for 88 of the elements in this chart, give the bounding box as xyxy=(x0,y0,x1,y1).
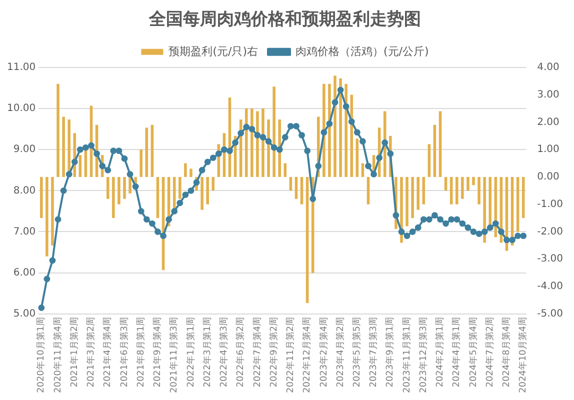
x-tick-label: 2021年6月第3周 xyxy=(118,316,130,388)
legend-label: 预期盈利(元/只)右 xyxy=(168,44,258,58)
bar xyxy=(422,176,426,204)
bar xyxy=(51,176,54,246)
bar xyxy=(212,176,215,191)
y2-tick-label: -3.00 xyxy=(537,254,563,265)
bar xyxy=(200,176,204,210)
y-tick-label: 9.00 xyxy=(13,144,36,156)
bar xyxy=(62,116,65,177)
bar xyxy=(306,176,309,303)
x-tick-label: 2022年9月第2周 xyxy=(268,316,280,388)
bar xyxy=(433,124,436,177)
x-tick-label: 2024年2月第1周 xyxy=(434,316,446,388)
bar xyxy=(450,176,453,204)
x-tick-label: 2024年8月第4周 xyxy=(501,316,512,388)
x-tick-label: 2022年1月第1周 xyxy=(185,316,196,388)
chart-title: 全国每周肉鸡价格和预期盈利走势图 xyxy=(148,10,421,30)
bar xyxy=(150,124,154,177)
y2-tick-label: -2.00 xyxy=(537,226,563,238)
bar xyxy=(428,144,431,177)
y2-tick-label: -4.00 xyxy=(537,281,563,292)
bar xyxy=(406,176,408,226)
bar xyxy=(140,150,142,177)
bar xyxy=(56,84,60,177)
x-tick-label: 2024年4月第1周 xyxy=(451,316,462,388)
y2-tick-label: 1.00 xyxy=(537,144,560,156)
y2-tick-label: -5.00 xyxy=(537,308,563,320)
bar xyxy=(112,176,115,218)
bar xyxy=(522,176,525,218)
x-tick-label: 2020年11月第4周 xyxy=(52,316,64,394)
bar xyxy=(190,168,192,177)
bar xyxy=(466,176,470,191)
bar xyxy=(106,176,110,199)
x-tick-label: 2020年10月第1周 xyxy=(36,316,47,394)
bar xyxy=(40,176,43,218)
bar xyxy=(206,176,209,204)
x-tick-label: 2024年7月第2周 xyxy=(484,316,496,388)
bar xyxy=(78,155,82,177)
x-tick-label: 2022年4月第3周 xyxy=(218,316,230,388)
bar xyxy=(46,176,48,256)
x-tick-label: 2021年3月第2周 xyxy=(86,316,97,388)
bar xyxy=(184,163,187,177)
x-tick-label: 2021年9月第4周 xyxy=(152,316,164,388)
bar xyxy=(300,176,304,204)
y2-tick-label: -1.00 xyxy=(537,198,563,210)
bar xyxy=(416,176,420,210)
x-tick-label: 2021年1月第2周 xyxy=(68,316,80,388)
y-tick-label: 10.00 xyxy=(6,103,36,114)
legend-label: 肉鸡价格（活鸡）(元/公斤) xyxy=(296,44,429,58)
y2-tick-label: 3.00 xyxy=(537,89,560,100)
bar xyxy=(472,176,475,186)
x-tick-label: 2023年4月第2周 xyxy=(334,316,346,388)
x-tick-label: 2021年8月第1周 xyxy=(135,316,146,388)
bar xyxy=(156,176,160,218)
x-tick-label: 2023年5月第5周 xyxy=(352,316,363,388)
x-tick-label: 2021年11月第3周 xyxy=(168,316,180,394)
bar xyxy=(478,176,480,204)
y2-tick-label: 2.00 xyxy=(537,116,560,128)
bar xyxy=(461,176,464,199)
x-tick-label: 2022年3月第1周 xyxy=(202,316,213,388)
bar xyxy=(356,138,359,177)
x-tick-label: 2021年4月第4周 xyxy=(102,316,114,388)
bar xyxy=(366,176,370,204)
x-tick-label: 2022年12月第4周 xyxy=(302,316,313,394)
bar xyxy=(455,176,458,204)
y-tick-label: 5.00 xyxy=(13,308,36,320)
x-tick-label: 2024年5月第4周 xyxy=(468,316,479,388)
bar xyxy=(145,128,148,177)
x-tick-label: 2022年7月第4周 xyxy=(252,316,263,388)
y-tick-label: 6.00 xyxy=(13,267,36,278)
y2-tick-label: 0.00 xyxy=(537,172,560,183)
y-tick-label: 11.00 xyxy=(6,62,36,73)
x-tick-label: 2023年12月第3周 xyxy=(418,316,429,394)
bar xyxy=(438,111,442,177)
x-tick-label: 2022年11月第2周 xyxy=(285,316,296,394)
bar xyxy=(411,176,414,218)
y-tick-label: 7.00 xyxy=(13,226,36,238)
y2-tick-label: 4.00 xyxy=(537,62,560,73)
y-tick-label: 8.00 xyxy=(13,185,36,196)
x-tick-label: 2023年7月第3周 xyxy=(368,316,380,388)
bar xyxy=(123,176,126,199)
bar xyxy=(118,176,120,204)
bar xyxy=(294,176,298,199)
x-tick-label: 2023年9月第1周 xyxy=(384,316,396,388)
x-tick-label: 2023年2月第4周 xyxy=(318,316,330,388)
x-tick-label: 2023年11月第1周 xyxy=(401,316,412,394)
x-tick-label: 2022年6月第2周 xyxy=(235,316,246,388)
x-tick-label: 2024年10月第4周 xyxy=(518,316,529,394)
